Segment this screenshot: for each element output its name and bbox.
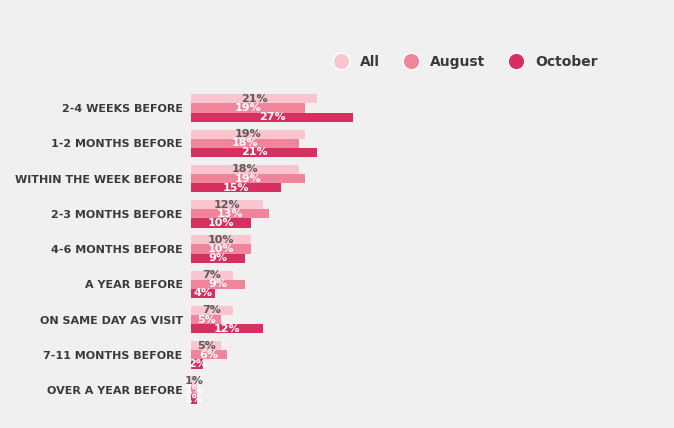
- Text: 2%: 2%: [187, 359, 206, 369]
- Legend: All, August, October: All, August, October: [321, 50, 604, 74]
- Bar: [191, 209, 269, 218]
- Bar: [191, 306, 233, 315]
- Text: 5%: 5%: [197, 341, 216, 351]
- Bar: [191, 113, 353, 122]
- Bar: [191, 235, 251, 244]
- Text: 18%: 18%: [232, 138, 258, 149]
- Text: 1%: 1%: [185, 385, 204, 395]
- Bar: [191, 148, 317, 157]
- Text: 9%: 9%: [208, 279, 228, 289]
- Text: 21%: 21%: [241, 94, 268, 104]
- Bar: [191, 289, 215, 298]
- Text: 19%: 19%: [235, 103, 262, 113]
- Bar: [191, 254, 245, 263]
- Text: 19%: 19%: [235, 129, 262, 139]
- Bar: [191, 280, 245, 289]
- Text: 10%: 10%: [208, 244, 235, 254]
- Text: 10%: 10%: [208, 235, 235, 245]
- Bar: [191, 350, 227, 360]
- Bar: [191, 324, 263, 333]
- Text: 5%: 5%: [197, 315, 216, 324]
- Bar: [191, 270, 233, 280]
- Text: 7%: 7%: [203, 306, 222, 315]
- Bar: [191, 395, 197, 404]
- Bar: [191, 183, 281, 192]
- Text: 1%: 1%: [185, 376, 204, 386]
- Text: 12%: 12%: [214, 199, 241, 210]
- Bar: [191, 104, 305, 113]
- Bar: [191, 244, 251, 254]
- Text: 7%: 7%: [203, 270, 222, 280]
- Text: 18%: 18%: [232, 164, 258, 174]
- Text: 1%: 1%: [185, 394, 204, 404]
- Bar: [191, 315, 221, 324]
- Text: 4%: 4%: [193, 288, 212, 298]
- Text: 6%: 6%: [200, 350, 218, 360]
- Text: 13%: 13%: [217, 209, 243, 219]
- Text: 10%: 10%: [208, 218, 235, 228]
- Text: 19%: 19%: [235, 174, 262, 184]
- Text: 27%: 27%: [259, 112, 285, 122]
- Bar: [191, 200, 263, 209]
- Bar: [191, 218, 251, 228]
- Bar: [191, 341, 221, 350]
- Text: 9%: 9%: [208, 253, 228, 263]
- Bar: [191, 376, 197, 386]
- Bar: [191, 130, 305, 139]
- Text: 12%: 12%: [214, 324, 241, 334]
- Bar: [191, 174, 305, 183]
- Text: 21%: 21%: [241, 148, 268, 158]
- Text: 15%: 15%: [223, 183, 249, 193]
- Bar: [191, 360, 203, 369]
- Bar: [191, 139, 299, 148]
- Bar: [191, 94, 317, 104]
- Bar: [191, 386, 197, 395]
- Bar: [191, 165, 299, 174]
